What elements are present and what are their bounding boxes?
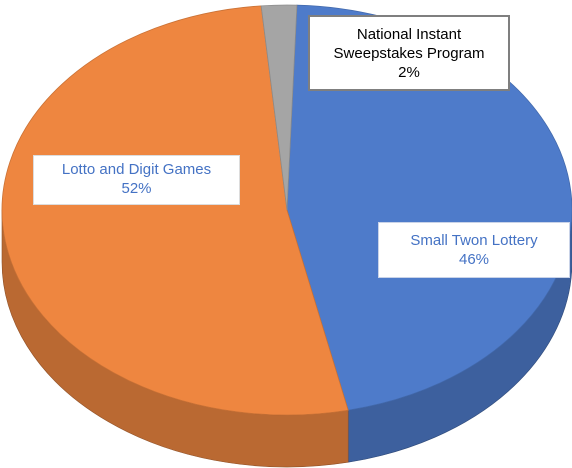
pie-slice xyxy=(260,4,298,211)
data-label: National Instant Sweepstakes Program 2% xyxy=(308,15,510,91)
label-category: National Instant Sweepstakes Program xyxy=(333,26,485,62)
data-label: Lotto and Digit Games 52% xyxy=(33,155,240,205)
pie-slice xyxy=(1,5,349,416)
label-category: Lotto and Digit Games xyxy=(61,161,212,178)
label-category: Small Twon Lottery xyxy=(410,232,538,249)
label-value: 46% xyxy=(458,251,490,268)
label-value: 2% xyxy=(398,64,420,81)
label-value: 52% xyxy=(121,180,152,197)
data-label: Small Twon Lottery 46% xyxy=(378,222,570,278)
